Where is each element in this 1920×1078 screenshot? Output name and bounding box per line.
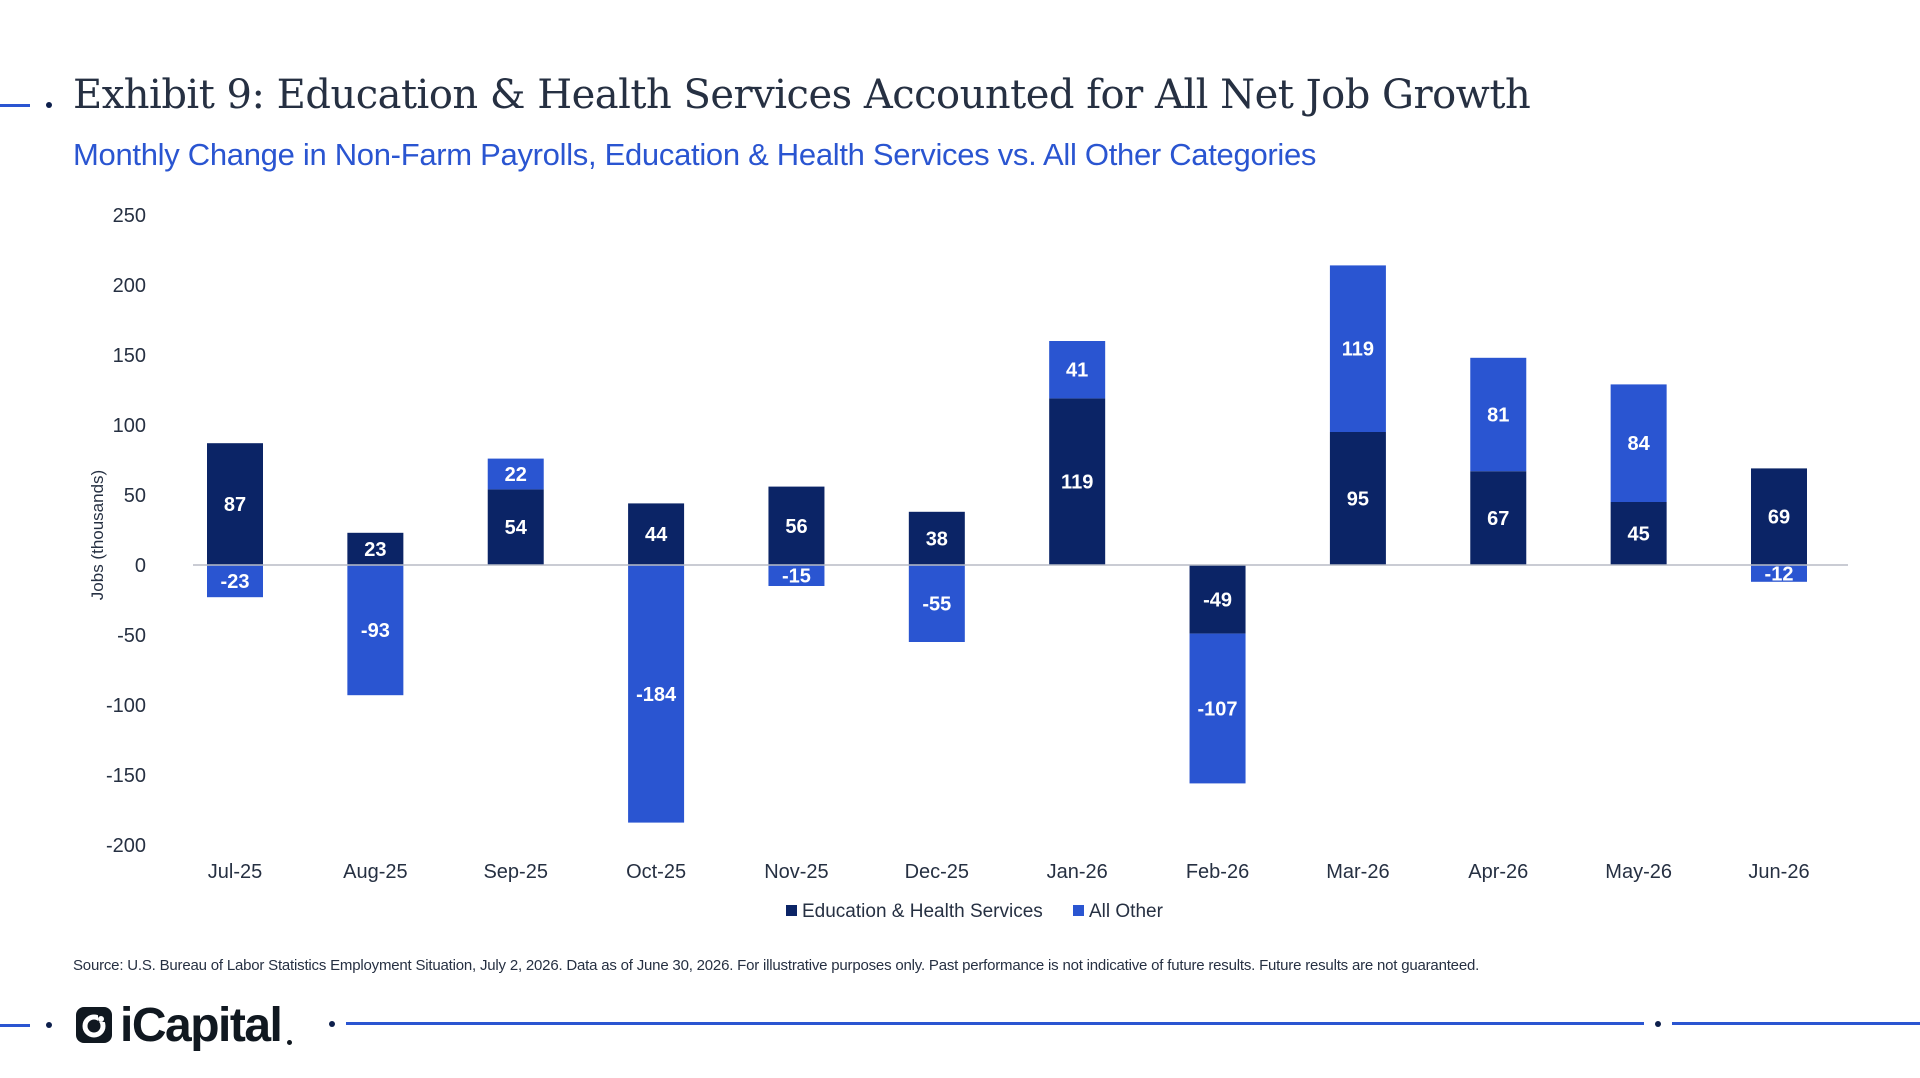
chart-subtitle: Monthly Change in Non-Farm Payrolls, Edu… (73, 137, 1317, 172)
bar-all-other (1329, 265, 1386, 432)
data-label: -184 (636, 684, 677, 706)
y-tick-label: -200 (106, 835, 146, 857)
x-tick-label: Dec-25 (905, 861, 969, 883)
y-tick-label: -50 (117, 625, 146, 647)
bar-education-health (347, 532, 404, 565)
x-tick-label: Jun-26 (1748, 861, 1809, 883)
data-label: 69 (1768, 507, 1790, 529)
data-label: 23 (364, 539, 386, 561)
footer-accent-dash (0, 1024, 30, 1027)
y-axis-title: Jobs (thousands) (88, 470, 107, 600)
bar-all-other (1610, 384, 1667, 502)
y-tick-label: 250 (113, 205, 146, 227)
bar-all-other (908, 565, 965, 642)
bar-education-health (487, 489, 544, 565)
data-label: -15 (782, 566, 811, 588)
footer-line-right (1672, 1022, 1920, 1025)
x-tick-label: Feb-26 (1186, 861, 1249, 883)
bar-education-health (1470, 471, 1527, 565)
data-label: 87 (224, 494, 246, 516)
bar-all-other (1470, 357, 1527, 472)
data-label: 45 (1628, 524, 1650, 546)
y-tick-label: -150 (106, 765, 146, 787)
data-label: 84 (1628, 433, 1651, 455)
data-label: 38 (926, 528, 948, 550)
data-label: -49 (1203, 589, 1232, 611)
source-note: Source: U.S. Bureau of Labor Statistics … (73, 957, 1480, 974)
logo-period (287, 1040, 292, 1045)
bar-education-health (207, 443, 263, 565)
data-label: -55 (922, 594, 951, 616)
y-tick-label: 100 (113, 415, 146, 437)
header-accent-dot (46, 102, 52, 108)
y-tick-label: 150 (113, 345, 146, 367)
data-label: -107 (1198, 699, 1238, 721)
data-label: 44 (645, 524, 668, 546)
x-tick-label: Sep-25 (483, 861, 548, 883)
bar-all-other (628, 565, 685, 823)
data-label: 119 (1342, 339, 1374, 361)
bar-education-health (908, 511, 965, 565)
data-label: -93 (361, 620, 390, 642)
bar-education-health (1610, 502, 1667, 565)
bar-all-other (1049, 341, 1106, 399)
bar-all-other (1751, 565, 1807, 582)
footer-dot-right (1655, 1021, 1661, 1027)
bar-all-other (1189, 633, 1246, 784)
y-tick-label: 0 (135, 555, 146, 577)
legend-all-other-label: All Other (1089, 901, 1164, 922)
y-axis: 250 200 150 100 50 0 -50 -100 -150 -200 (106, 205, 146, 857)
bar-all-other (768, 565, 825, 586)
x-tick-label: Nov-25 (764, 861, 828, 883)
header-accent-dash (0, 104, 30, 107)
icapital-wordmark: iCapital (120, 999, 283, 1052)
icapital-logo: iCapital (76, 999, 296, 1056)
bar-education-health (1751, 468, 1807, 565)
y-tick-label: 50 (124, 485, 146, 507)
footer-accent-dot (46, 1022, 52, 1028)
legend-all-other-swatch (1073, 905, 1084, 916)
y-tick-label: -100 (106, 695, 146, 717)
data-label: 95 (1347, 489, 1369, 511)
data-label: 54 (505, 517, 528, 539)
bar-education-health (1329, 432, 1386, 565)
data-label: -23 (221, 571, 250, 593)
x-tick-label: Jul-25 (208, 861, 262, 883)
x-tick-label: May-26 (1605, 861, 1672, 883)
x-axis: Jul-25 Aug-25 Sep-25 Oct-25 Nov-25 Dec-25 Jan-… (208, 861, 1810, 883)
bar-all-other (347, 565, 404, 696)
data-label: 22 (505, 464, 527, 486)
data-label: 56 (785, 516, 807, 538)
legend-education-health-label: Education & Health Services (802, 901, 1043, 922)
footer-dot-left (329, 1021, 335, 1027)
legend-education-health-swatch (786, 905, 797, 916)
bars (207, 265, 1807, 823)
chart-title: Exhibit 9: Education & Health Services A… (73, 72, 1531, 118)
data-label: 67 (1487, 508, 1509, 530)
footer-line (346, 1022, 1644, 1025)
data-label: 81 (1487, 405, 1509, 427)
x-tick-label: Apr-26 (1468, 861, 1528, 883)
bar-education-health (1189, 565, 1246, 634)
data-label: -12 (1765, 563, 1794, 585)
icapital-logo-icon (76, 1007, 112, 1043)
bar-education-health (1049, 398, 1106, 565)
data-label: 41 (1066, 360, 1088, 382)
x-tick-label: Jan-26 (1047, 861, 1108, 883)
x-tick-label: Oct-25 (626, 861, 686, 883)
bar-education-health (628, 503, 685, 565)
x-tick-label: Mar-26 (1326, 861, 1389, 883)
stacked-bar-chart: 250 200 150 100 50 0 -50 -100 -150 -200 87 -23 23 -9… (88, 205, 1848, 922)
legend: Education & Health Services All Other (786, 901, 1164, 922)
value-labels: 87 -23 23 -93 54 22 44 -184 56 -15 38 -55 119 41 -49 -1… (221, 339, 1794, 721)
bar-education-health (768, 486, 825, 565)
bar-all-other (207, 565, 263, 598)
data-label: 119 (1061, 472, 1093, 494)
bar-all-other (487, 458, 544, 490)
y-tick-label: 200 (113, 275, 146, 297)
x-tick-label: Aug-25 (343, 861, 408, 883)
